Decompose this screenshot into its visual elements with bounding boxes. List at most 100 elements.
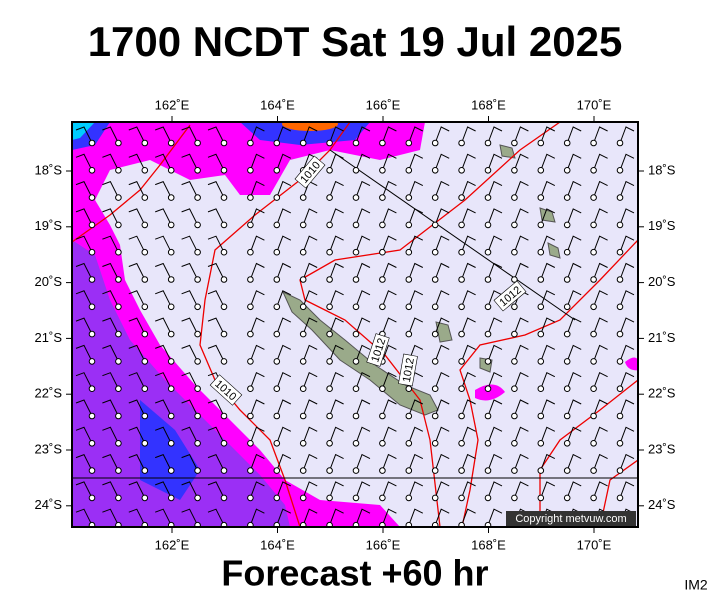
wind-station bbox=[379, 248, 386, 256]
wind-barb bbox=[155, 317, 172, 335]
wind-barb bbox=[155, 426, 172, 444]
wind-station bbox=[88, 248, 96, 256]
wind-barb bbox=[155, 399, 172, 417]
wind-station bbox=[247, 167, 254, 174]
wind-station bbox=[458, 221, 465, 229]
wind-station bbox=[115, 412, 122, 420]
wind-barb bbox=[593, 317, 608, 335]
wind-station bbox=[590, 330, 597, 338]
wind-barb bbox=[434, 399, 450, 417]
copyright: Copyright metvuw.com bbox=[515, 513, 626, 525]
wind-barb bbox=[355, 372, 371, 389]
wind-station bbox=[484, 303, 492, 311]
wind-barb bbox=[128, 317, 146, 335]
wind-station bbox=[299, 139, 307, 147]
wind-station bbox=[273, 358, 281, 365]
wind-barb bbox=[207, 208, 225, 226]
wind-barb bbox=[302, 508, 318, 526]
wind-barb bbox=[461, 426, 476, 444]
wind-barb bbox=[381, 126, 397, 144]
wind-station bbox=[247, 467, 254, 474]
wind-barb bbox=[593, 180, 608, 198]
latitude-label: 24˚S bbox=[35, 497, 63, 512]
wind-barb bbox=[75, 153, 93, 171]
wind-barb bbox=[155, 180, 172, 198]
wind-barb bbox=[102, 153, 119, 171]
wind-barb bbox=[593, 344, 608, 362]
wind-station bbox=[299, 248, 307, 256]
wind-barb bbox=[434, 372, 450, 389]
wind-station bbox=[590, 167, 597, 174]
wind-station bbox=[326, 221, 333, 229]
wind-station bbox=[141, 276, 149, 283]
wind-barb bbox=[540, 262, 556, 280]
wind-station bbox=[431, 467, 439, 474]
wind-barb bbox=[155, 372, 172, 389]
wind-station bbox=[484, 330, 492, 338]
wind-station bbox=[563, 385, 571, 393]
wind-station bbox=[484, 248, 492, 256]
wind-barb bbox=[207, 399, 225, 417]
wind-barb bbox=[355, 344, 371, 362]
axis-labels: 162˚E 162˚E 164˚E 164˚E 166˚E 166˚E 168˚E 168˚E… bbox=[35, 97, 676, 552]
wind-station bbox=[431, 303, 439, 311]
wind-station bbox=[352, 139, 360, 147]
wind-barb bbox=[355, 508, 371, 526]
wind-station bbox=[247, 412, 254, 420]
wind-barb bbox=[434, 208, 450, 226]
wind-barb bbox=[329, 180, 344, 198]
wind-station bbox=[194, 167, 201, 174]
wind-barb bbox=[102, 426, 119, 444]
wind-station bbox=[273, 248, 281, 256]
wind-barb bbox=[487, 426, 503, 444]
wind-barb bbox=[181, 290, 199, 308]
wind-barb bbox=[75, 481, 93, 499]
wind-station bbox=[458, 521, 465, 527]
wind-barb bbox=[434, 290, 450, 307]
isobar-label-box bbox=[209, 374, 243, 406]
wind-barb bbox=[276, 372, 292, 389]
wind-station bbox=[484, 194, 492, 201]
wind-barb bbox=[408, 235, 424, 253]
wind-station bbox=[537, 440, 545, 447]
wind-station bbox=[405, 440, 413, 447]
wind-barb bbox=[207, 126, 225, 144]
wind-barb bbox=[540, 372, 556, 389]
longitude-label: 162˚E bbox=[155, 537, 190, 552]
wind-barb bbox=[487, 399, 503, 417]
wind-station bbox=[299, 494, 307, 502]
wind-barb bbox=[249, 508, 265, 526]
wind-barb bbox=[207, 317, 225, 335]
wind-barb bbox=[75, 508, 93, 526]
wind-barb bbox=[128, 508, 146, 526]
wind-barb bbox=[249, 344, 265, 362]
wind-station bbox=[563, 139, 571, 147]
wind-barb bbox=[487, 262, 503, 280]
wind-barb bbox=[155, 344, 172, 362]
wind-barb bbox=[487, 344, 503, 362]
wind-barb bbox=[181, 262, 199, 280]
wind-station bbox=[220, 139, 228, 147]
wind-station bbox=[247, 248, 254, 256]
wind-station bbox=[616, 330, 624, 338]
isobar-label-box bbox=[294, 155, 326, 189]
wind-barb bbox=[593, 235, 608, 253]
wind-barb bbox=[276, 235, 292, 253]
wind-station bbox=[194, 385, 201, 393]
isobar-label-box bbox=[493, 280, 527, 312]
wind-barb bbox=[75, 372, 93, 389]
wind-barb bbox=[434, 453, 450, 471]
island-new-caledonia bbox=[281, 290, 439, 416]
wind-station bbox=[115, 248, 122, 256]
wind-barb bbox=[102, 508, 119, 526]
wind-barb bbox=[329, 372, 344, 389]
wind-station bbox=[458, 194, 465, 201]
wind-barb bbox=[102, 372, 119, 389]
wind-station bbox=[405, 167, 413, 174]
wind-station bbox=[379, 194, 386, 201]
wind-barb bbox=[355, 153, 371, 171]
wind-station bbox=[115, 303, 122, 311]
wind-station bbox=[326, 440, 333, 447]
wind-station bbox=[616, 412, 624, 420]
wind-barb bbox=[207, 290, 225, 308]
